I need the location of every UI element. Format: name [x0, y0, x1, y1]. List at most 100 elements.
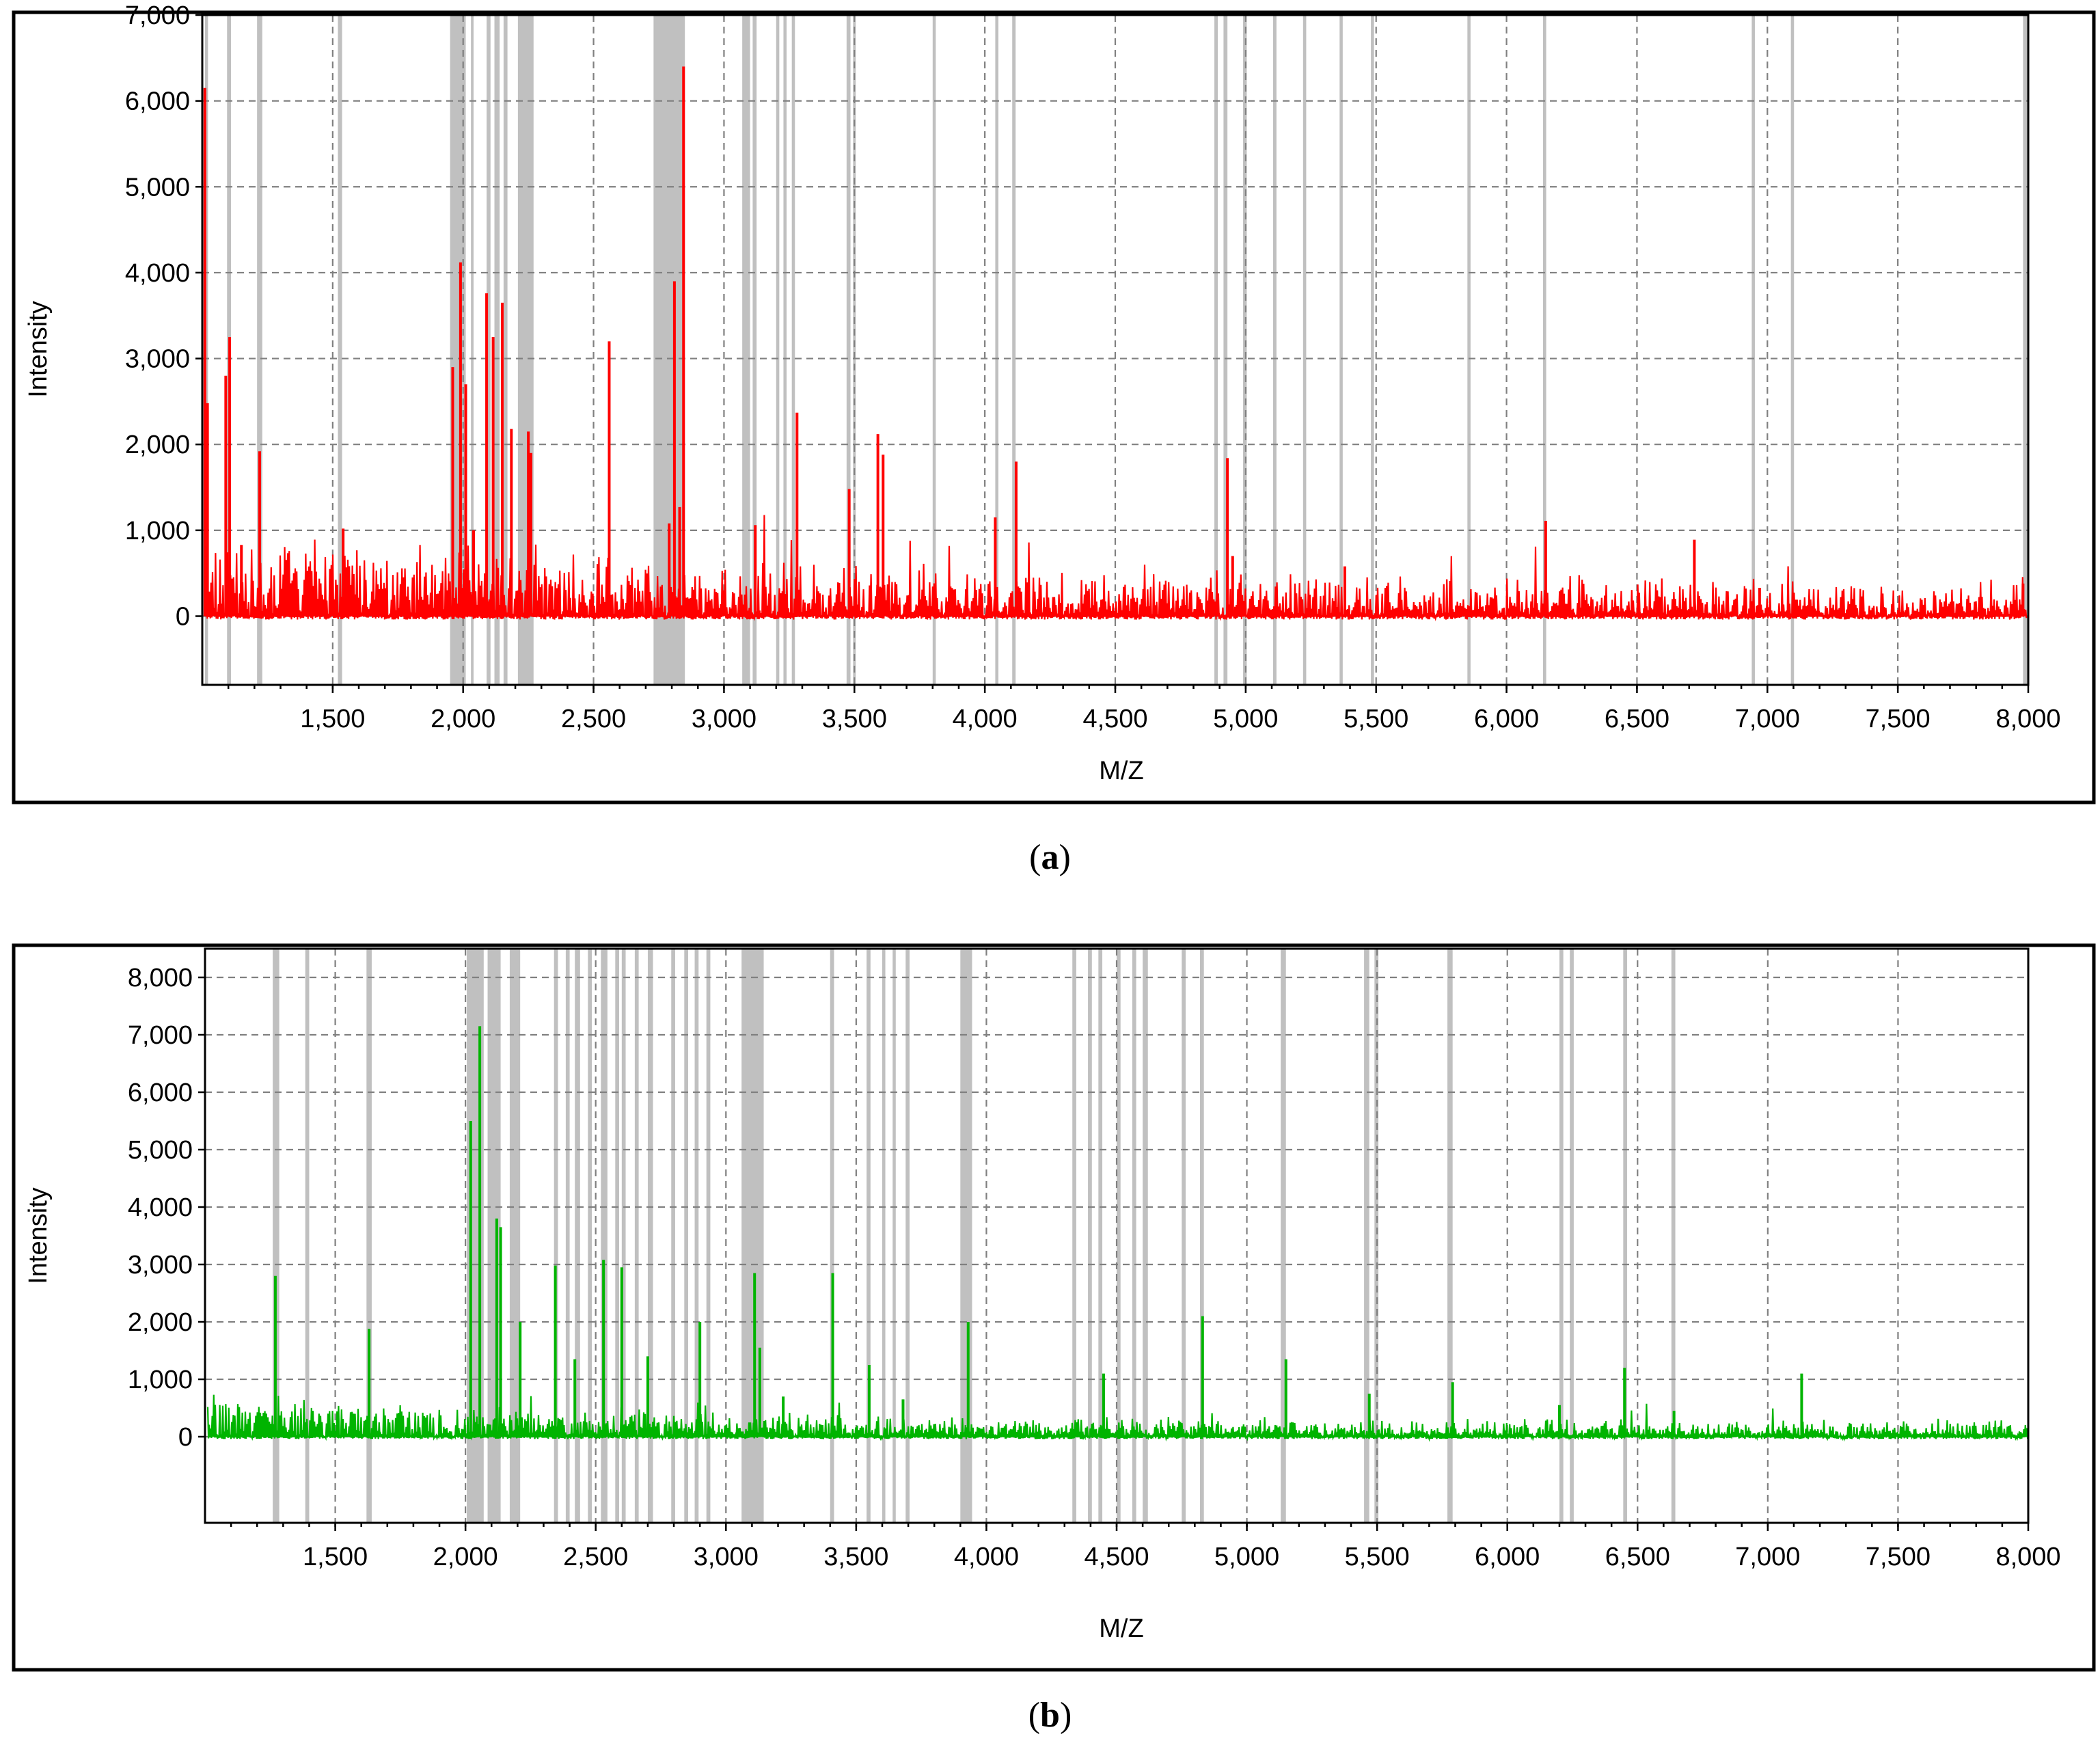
y-tick-label: 3,000	[125, 345, 190, 374]
highlight-band	[830, 949, 834, 1523]
y-axis: 0 1,000 2,000 3,000 4,000 5,000 6,000 7,000 8,00…	[128, 964, 205, 1452]
panel-a-caption: (a)	[1029, 838, 1071, 877]
x-tick-label: 8,000	[1995, 705, 2060, 733]
x-tick-label: 8,000	[1995, 1543, 2060, 1571]
x-tick-label: 3,000	[692, 705, 756, 733]
highlight-band	[752, 15, 757, 685]
highlight-band	[1671, 949, 1676, 1523]
y-tick-label: 1,000	[128, 1366, 193, 1394]
panel-a-caption-label: a	[1041, 838, 1059, 877]
highlight-band	[634, 949, 639, 1523]
highlight-band	[995, 15, 998, 685]
y-tick-label: 2,000	[125, 431, 190, 459]
highlight-band	[1559, 949, 1564, 1523]
x-tick-label: 6,500	[1605, 1543, 1670, 1571]
highlight-band	[1199, 949, 1204, 1523]
highlight-band	[853, 15, 856, 685]
highlight-band	[1223, 15, 1228, 685]
highlight-band	[1243, 15, 1247, 685]
chart-frame	[12, 943, 2096, 1672]
panel-a-chart: 1,500 2,000 2,500 3,000 3,500 4,000 4,500 5,000…	[12, 1, 2096, 804]
x-tick-label: 2,000	[431, 705, 495, 733]
highlight-band	[257, 15, 262, 685]
x-tick-label: 2,500	[561, 705, 626, 733]
y-tick-label: 2,000	[128, 1308, 193, 1337]
x-tick-label: 1,500	[303, 1543, 368, 1571]
x-tick-label: 7,500	[1866, 1543, 1931, 1571]
x-tick-label: 6,500	[1605, 705, 1669, 733]
y-axis-title: Intensity	[24, 301, 53, 398]
y-tick-label: 6,000	[125, 87, 190, 116]
x-tick-label: 3,500	[822, 705, 887, 733]
highlight-band	[1364, 949, 1369, 1523]
highlight-band	[1751, 15, 1755, 685]
highlight-band	[694, 949, 699, 1523]
y-tick-label: 4,000	[128, 1193, 193, 1222]
y-tick-label: 3,000	[128, 1251, 193, 1280]
highlight-band	[742, 15, 750, 685]
highlight-band	[1467, 15, 1471, 685]
highlight-band	[305, 949, 310, 1523]
highlight-band	[1447, 949, 1453, 1523]
highlight-band	[1072, 949, 1076, 1523]
chart-frame	[12, 10, 2096, 804]
highlight-band	[647, 949, 653, 1523]
x-tick-label: 5,500	[1344, 705, 1408, 733]
highlight-band	[671, 949, 675, 1523]
highlight-band	[867, 949, 871, 1523]
highlight-band	[776, 15, 780, 685]
highlight-band	[204, 15, 208, 685]
highlight-band	[366, 949, 372, 1523]
highlight-band	[1790, 15, 1795, 685]
highlight-band	[783, 15, 787, 685]
highlight-band	[487, 15, 491, 685]
x-tick-label: 4,000	[953, 705, 1018, 733]
panel-b-chart: 1,500 2,000 2,500 3,000 3,500 4,000 4,500 5,000…	[12, 943, 2096, 1672]
y-tick-label: 7,000	[128, 1021, 193, 1050]
panel-b-caption: (b)	[1028, 1696, 1072, 1735]
y-tick-label: 7,000	[125, 1, 190, 30]
highlight-band	[1182, 949, 1186, 1523]
x-axis-title: M/Z	[1099, 757, 1143, 785]
x-axis-title: M/Z	[1099, 1614, 1143, 1643]
highlight-band	[471, 15, 474, 685]
y-tick-label: 0	[178, 1423, 193, 1452]
highlight-band	[601, 949, 608, 1523]
highlight-band	[273, 949, 279, 1523]
gridlines	[205, 949, 2030, 1523]
x-tick-label: 4,000	[954, 1543, 1019, 1571]
x-tick-label: 3,500	[823, 1543, 888, 1571]
x-tick-label: 4,500	[1082, 705, 1147, 733]
highlight-band	[1374, 949, 1379, 1523]
spectrum-trace	[203, 66, 2028, 621]
highlight-band	[846, 15, 851, 685]
x-tick-label: 2,500	[563, 1543, 628, 1571]
highlight-band	[1098, 949, 1103, 1523]
x-tick-label: 1,500	[300, 705, 365, 733]
highlight-band	[575, 949, 580, 1523]
x-tick-label: 3,000	[694, 1543, 759, 1571]
y-axis: 0 1,000 2,000 3,000 4,000 5,000 6,000 7,000	[125, 1, 202, 631]
highlight-band	[1281, 949, 1286, 1523]
y-axis-title: Intensity	[24, 1187, 53, 1284]
highlight-band	[1272, 15, 1277, 685]
x-tick-label: 5,000	[1214, 1543, 1279, 1571]
spectrum-noise	[206, 1394, 2029, 1442]
highlight-band	[932, 15, 936, 685]
y-tick-label: 6,000	[128, 1079, 193, 1107]
x-tick-label: 7,000	[1735, 1543, 1800, 1571]
x-tick-label: 4,500	[1084, 1543, 1149, 1571]
highlight-band	[1570, 949, 1574, 1523]
y-tick-label: 0	[176, 602, 190, 631]
spectrum-trace	[206, 1026, 2029, 1442]
highlight-band	[1132, 949, 1136, 1523]
highlight-band	[1623, 949, 1628, 1523]
x-tick-label: 2,000	[433, 1543, 498, 1571]
x-tick-label: 7,000	[1735, 705, 1800, 733]
highlight-band	[892, 949, 896, 1523]
y-tick-label: 8,000	[128, 964, 193, 992]
highlight-band	[905, 949, 910, 1523]
x-axis: 1,500 2,000 2,500 3,000 3,500 4,000 4,500 5,000…	[230, 1523, 2061, 1571]
highlight-band	[882, 949, 886, 1523]
highlight-band	[1012, 15, 1016, 685]
